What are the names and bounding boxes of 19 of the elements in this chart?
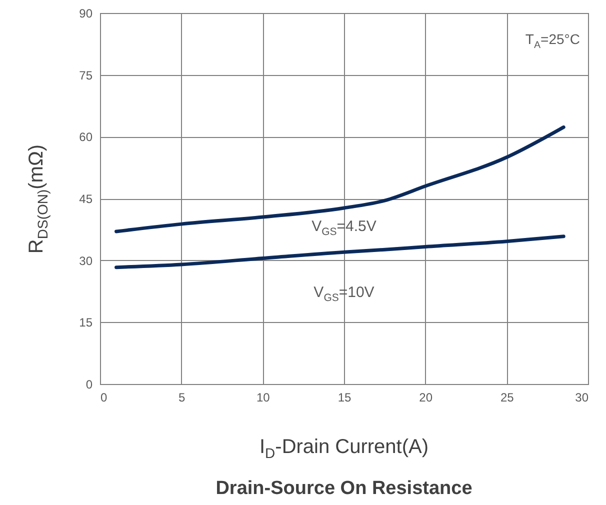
line-series	[114, 234, 566, 270]
y-tick-label: 0	[86, 378, 93, 392]
x-tick-label: 0	[100, 390, 108, 404]
x-tick-label: 25	[500, 390, 514, 404]
x-tick-label: 15	[338, 390, 352, 404]
x-tick-label: 5	[178, 390, 186, 404]
line-series	[114, 125, 566, 234]
x-tick-label: 30	[575, 390, 589, 404]
y-tick-label: 45	[79, 192, 93, 206]
x-tick-label: 10	[256, 390, 270, 404]
y-tick-label: 30	[79, 254, 93, 268]
x-axis-title: I$_{D}$-Drain Current(A)	[259, 436, 429, 461]
x-tick-label: 20	[419, 390, 433, 404]
text: Drain-Source On Resistance	[216, 478, 472, 500]
y-tick-label: 90	[79, 6, 93, 20]
y-tick-label: 60	[79, 130, 93, 144]
annotation: T$_{A}$=25°C	[525, 31, 580, 51]
y-tick-label: 15	[79, 316, 93, 330]
y-tick-label: 75	[79, 68, 93, 82]
